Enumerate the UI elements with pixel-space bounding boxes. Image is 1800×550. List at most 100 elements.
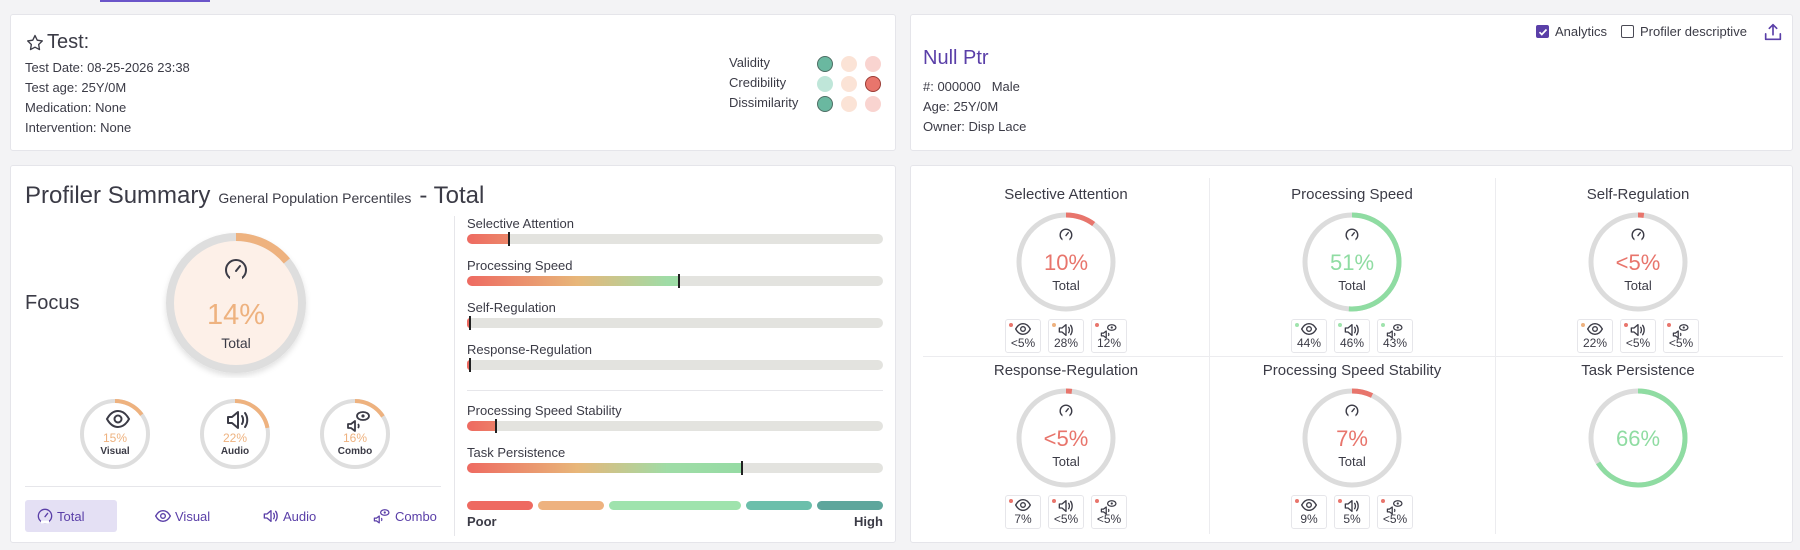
test-title: Test: xyxy=(25,31,89,54)
modality-gauge-combo: 16%Combo xyxy=(320,399,390,469)
domain-modality-value: 22% xyxy=(1582,336,1608,350)
patient-id: #: 000000 xyxy=(923,79,981,94)
profiler-summary-subtitle: General Population Percentiles xyxy=(218,190,412,206)
combo-icon xyxy=(373,508,391,524)
eye-icon xyxy=(1578,323,1612,337)
domain-modality-combo: 43% xyxy=(1377,319,1413,353)
indicator-label: Credibility xyxy=(729,75,787,90)
modality-gauge-arc xyxy=(320,399,390,469)
domain-caption: Total xyxy=(1338,454,1366,469)
divider-vertical xyxy=(454,216,455,536)
bar-label: Processing Speed Stability xyxy=(467,403,622,418)
profiler-check-icon[interactable] xyxy=(1621,25,1634,38)
percentile-bar-fill xyxy=(467,234,509,244)
status-dot xyxy=(1009,499,1013,503)
tab-combo[interactable]: Combo xyxy=(361,500,445,532)
status-dot xyxy=(1095,323,1099,327)
domain-gauge-arc xyxy=(1302,388,1402,488)
test-info-card: Test: Test Date: 08-25-2026 23:38 Test a… xyxy=(10,14,896,151)
divider xyxy=(25,486,441,487)
profiler-descriptive-checkbox[interactable]: Profiler descriptive xyxy=(1621,24,1747,39)
tab-total[interactable]: Total xyxy=(25,500,117,532)
domain-gauge: 10% Total xyxy=(1016,212,1116,312)
patient-owner: Owner: Disp Lace xyxy=(923,119,1027,134)
tab-visual[interactable]: Visual xyxy=(143,500,221,532)
domain-modality-value: <5% xyxy=(1096,512,1122,526)
modality-gauge-visual: 15%Visual xyxy=(80,399,150,469)
status-dot xyxy=(1581,323,1585,327)
domain-value: 10% xyxy=(1044,250,1088,275)
gauge-icon xyxy=(225,259,247,281)
patient-age: Age: 25Y/0M xyxy=(923,99,999,114)
combo-icon xyxy=(1092,323,1126,339)
eye-icon xyxy=(1292,499,1326,513)
test-age: Test age: 25Y/0M xyxy=(25,80,127,95)
tab-label: Visual xyxy=(175,508,211,524)
percentile-marker xyxy=(495,419,498,433)
tab-audio[interactable]: Audio xyxy=(251,500,329,532)
speaker-icon xyxy=(1049,499,1083,513)
gauge-icon xyxy=(37,508,53,524)
indicator-dot xyxy=(865,96,881,112)
speaker-icon xyxy=(1621,323,1655,337)
patient-name[interactable]: Null Ptr xyxy=(923,47,989,69)
speaker-icon xyxy=(263,509,279,523)
legend-segment xyxy=(746,501,812,510)
speaker-icon xyxy=(1049,323,1083,337)
domain-gauge-arc xyxy=(1588,212,1688,312)
focus-value: 14% xyxy=(207,299,265,331)
domain-title: Response-Regulation xyxy=(993,362,1139,379)
domain-title: Processing Speed Stability xyxy=(1262,362,1442,379)
percentile-marker xyxy=(469,316,471,330)
domain-caption: Total xyxy=(1052,278,1080,293)
focus-label: Focus xyxy=(25,292,80,314)
analytics-checkbox[interactable]: Analytics xyxy=(1536,24,1607,39)
divider xyxy=(467,390,883,391)
domain-title: Self-Regulation xyxy=(1586,186,1690,203)
export-icon[interactable] xyxy=(1762,21,1784,43)
percentile-marker xyxy=(469,358,471,372)
tab-label: Audio xyxy=(283,508,317,524)
status-dot xyxy=(1624,323,1628,327)
gauge-icon xyxy=(1059,228,1073,242)
profiler-descriptive-label: Profiler descriptive xyxy=(1640,24,1747,39)
domain-value: 51% xyxy=(1330,250,1374,275)
eye-icon xyxy=(1006,499,1040,513)
domain-gauge: 51% Total xyxy=(1302,212,1402,312)
legend-segment xyxy=(538,501,604,510)
domain-modality-combo: <5% xyxy=(1377,495,1413,529)
focus-gauge: 14% Total xyxy=(166,233,306,373)
eye-icon xyxy=(155,510,171,522)
status-dot xyxy=(1295,323,1299,327)
grid-divider xyxy=(923,356,1783,357)
domain-modality-audio: <5% xyxy=(1620,319,1656,353)
analytics-check-icon[interactable] xyxy=(1536,25,1549,38)
test-medication: Medication: None xyxy=(25,100,127,115)
indicator-dot xyxy=(817,96,833,112)
eye-icon xyxy=(1006,323,1040,337)
combo-icon xyxy=(347,411,370,432)
percentile-bar-fill xyxy=(467,276,680,286)
test-title-text: Test: xyxy=(47,31,90,53)
domain-modality-audio: 5% xyxy=(1334,495,1370,529)
domain-modality-audio: <5% xyxy=(1048,495,1084,529)
status-dot xyxy=(1338,323,1342,327)
active-tab-underline xyxy=(100,0,210,2)
profiler-summary-title: Profiler Summary xyxy=(25,182,211,209)
profiler-summary-suffix: - Total xyxy=(419,182,485,209)
tab-label: Combo xyxy=(395,508,437,524)
star-icon[interactable] xyxy=(25,33,45,53)
legend-segment xyxy=(817,501,883,510)
combo-icon xyxy=(1092,499,1126,515)
patient-sex: Male xyxy=(991,79,1020,94)
percentile-marker xyxy=(678,274,681,288)
test-intervention: Intervention: None xyxy=(25,120,132,135)
status-dot xyxy=(1381,499,1385,503)
percentile-bar xyxy=(467,358,883,372)
speaker-icon xyxy=(1335,499,1369,513)
percentile-bar-fill xyxy=(467,463,742,473)
profiler-summary-header: Profiler Summary General Population Perc… xyxy=(25,182,484,210)
domain-value: 7% xyxy=(1336,426,1368,451)
domain-modality-visual: <5% xyxy=(1005,319,1041,353)
modality-label: Combo xyxy=(338,446,372,457)
